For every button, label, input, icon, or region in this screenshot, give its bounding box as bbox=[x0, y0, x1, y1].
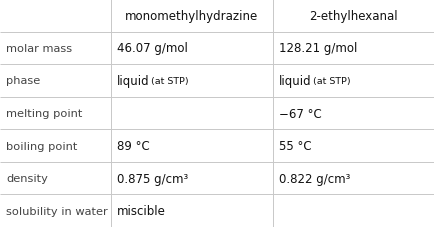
Text: 0.875 g/cm³: 0.875 g/cm³ bbox=[117, 172, 188, 185]
Text: 46.07 g/mol: 46.07 g/mol bbox=[117, 42, 187, 55]
Text: molar mass: molar mass bbox=[6, 44, 72, 54]
Text: boiling point: boiling point bbox=[6, 141, 77, 151]
Text: solubility in water: solubility in water bbox=[6, 206, 108, 216]
Text: 0.822 g/cm³: 0.822 g/cm³ bbox=[279, 172, 350, 185]
Text: 89 °C: 89 °C bbox=[117, 139, 149, 152]
Text: (at STP): (at STP) bbox=[313, 77, 350, 86]
Text: monomethylhydrazine: monomethylhydrazine bbox=[125, 10, 258, 23]
Text: 2-ethylhexanal: 2-ethylhexanal bbox=[309, 10, 398, 23]
Text: 55 °C: 55 °C bbox=[279, 139, 311, 152]
Text: phase: phase bbox=[6, 76, 40, 86]
Text: liquid: liquid bbox=[279, 75, 311, 88]
Text: miscible: miscible bbox=[117, 204, 165, 217]
Text: liquid: liquid bbox=[117, 75, 149, 88]
Text: density: density bbox=[6, 173, 48, 183]
Text: melting point: melting point bbox=[6, 109, 82, 118]
Text: (at STP): (at STP) bbox=[151, 77, 188, 86]
Text: −67 °C: −67 °C bbox=[279, 107, 321, 120]
Text: 128.21 g/mol: 128.21 g/mol bbox=[279, 42, 357, 55]
